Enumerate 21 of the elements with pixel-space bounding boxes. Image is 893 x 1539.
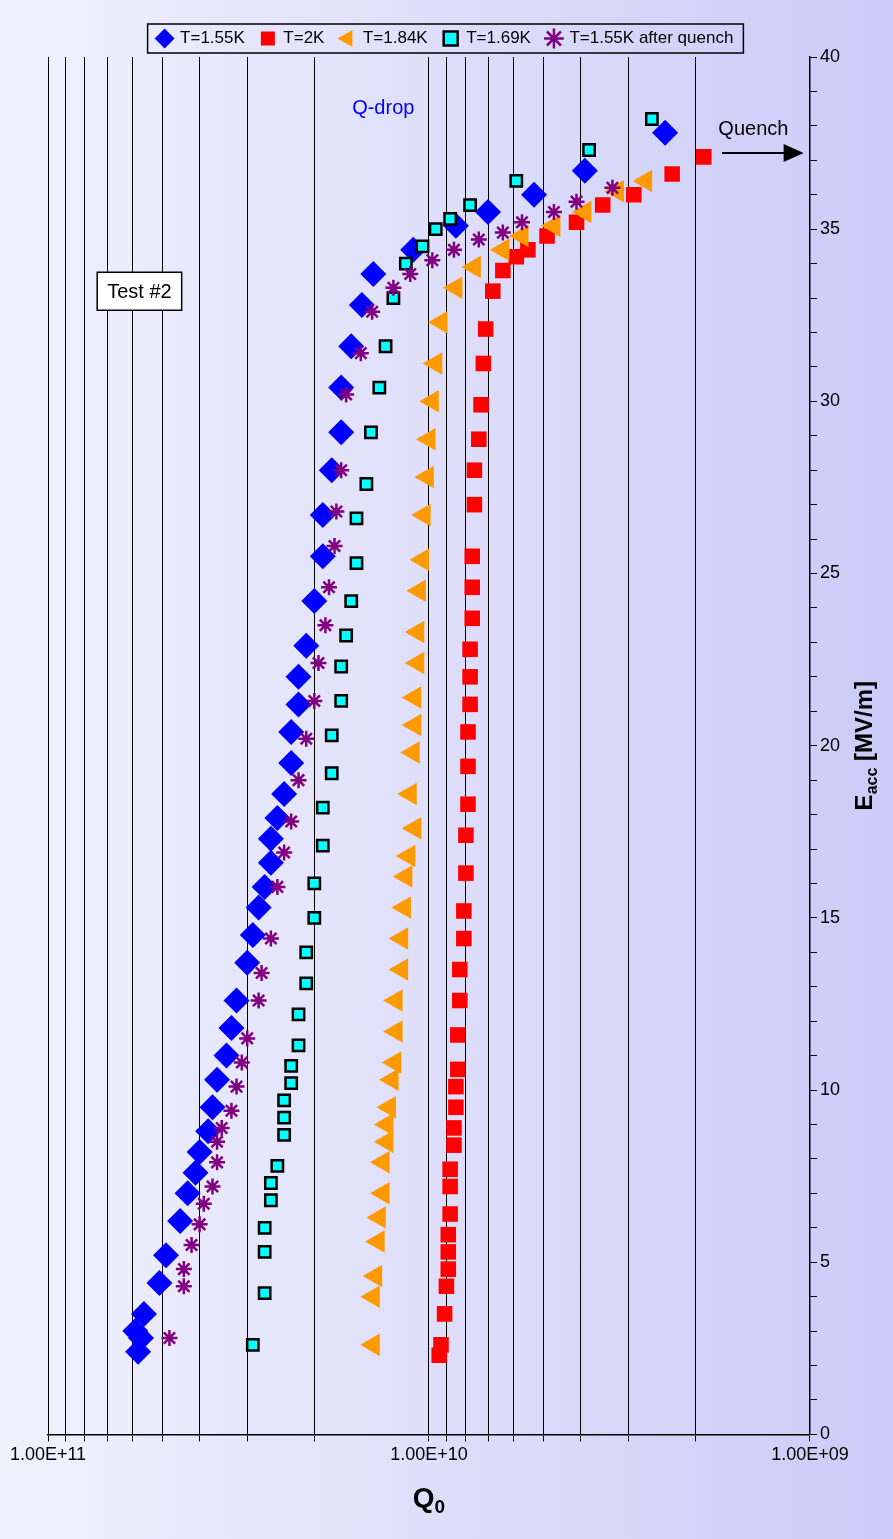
legend-label: T=1.69K [466, 28, 532, 48]
y-tick-label: 35 [819, 218, 841, 239]
legend-label: T=1.55K after quench [569, 28, 734, 48]
legend-label: T=1.84K [362, 28, 429, 48]
y-axis-title: Eacc [MV/m] [849, 681, 880, 811]
legend-label: T=2K [283, 28, 326, 48]
annotation: Q-drop [352, 96, 415, 119]
y-tick-label: 40 [819, 45, 841, 66]
x-tick-label: 1.00E+09 [771, 1444, 849, 1465]
y-tick-label: 0 [819, 1423, 830, 1444]
y-tick-label: 30 [819, 390, 841, 411]
y-tick-label: 5 [819, 1251, 830, 1272]
annotation: Test #2 [107, 279, 172, 302]
y-tick-label: 10 [819, 1079, 841, 1100]
y-tick-label: 25 [819, 562, 841, 583]
y-tick-label: 20 [819, 734, 841, 755]
legend-label: T=1.55K [180, 28, 246, 48]
x-tick-label: 1.00E+10 [390, 1444, 468, 1465]
annotation: Quench [718, 116, 789, 139]
x-tick-label: 1.00E+11 [9, 1444, 87, 1465]
y-tick-label: 15 [819, 906, 841, 927]
